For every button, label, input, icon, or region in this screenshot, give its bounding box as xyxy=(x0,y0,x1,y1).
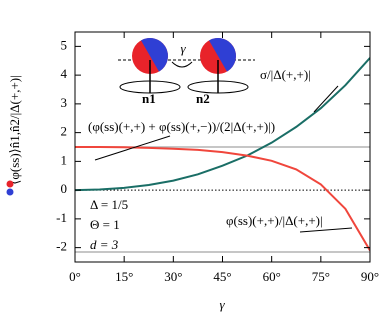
x-tick-label: 0° xyxy=(69,269,81,284)
y-tick-label: -1 xyxy=(56,210,67,225)
y-axis-label: ⟨φ(ss)⟩n̂1,n̂2/|Δ(+,+)| xyxy=(7,75,22,184)
x-axis-label: γ xyxy=(219,297,225,312)
y-label-icon xyxy=(6,180,14,196)
x-tick-label: 30° xyxy=(164,269,182,284)
inset-label: n2 xyxy=(196,91,210,106)
y-tick-label: 5 xyxy=(61,37,68,52)
parameter: Δ = 1/5 xyxy=(90,197,128,212)
series-label: σ/|Δ(+,+)| xyxy=(260,67,311,82)
y-tick-label: 4 xyxy=(61,66,68,81)
y-tick-label: 2 xyxy=(61,124,68,139)
y-tick-label: -2 xyxy=(56,239,67,254)
series-line xyxy=(75,146,370,252)
x-tick-label: 45° xyxy=(213,269,231,284)
x-tick-label: 15° xyxy=(115,269,133,284)
y-tick-label: 3 xyxy=(61,95,68,110)
annotation: (φ(ss)(+,+) + φ(ss)(+,−))/(2|Δ(+,+)|) xyxy=(88,119,275,134)
x-tick-label: 60° xyxy=(263,269,281,284)
x-tick-label: 90° xyxy=(361,269,379,284)
parameter: Θ = 1 xyxy=(90,217,120,232)
inset-label: γ xyxy=(180,41,186,56)
y-tick-label: 0 xyxy=(61,181,68,196)
inset-diagram xyxy=(118,38,255,94)
plot-area xyxy=(75,57,370,253)
parameter: d = 3 xyxy=(90,237,119,252)
pointer xyxy=(299,227,353,233)
inset-label: n1 xyxy=(142,91,156,106)
pointer xyxy=(94,135,171,161)
series-line xyxy=(75,57,370,192)
pointer xyxy=(313,85,339,113)
x-tick-label: 75° xyxy=(312,269,330,284)
series-label: φ(ss)(+,+)/|Δ(+,+)| xyxy=(226,213,323,228)
y-tick-label: 1 xyxy=(61,152,68,167)
